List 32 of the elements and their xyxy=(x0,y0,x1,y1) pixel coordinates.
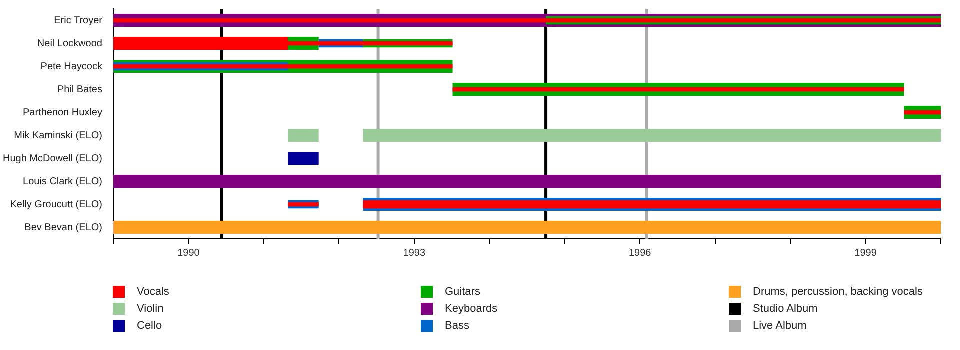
bar xyxy=(363,129,941,142)
legend-label: Drums, percussion, backing vocals xyxy=(753,286,923,298)
y-tick-label: Louis Clark (ELO) xyxy=(23,176,102,188)
legend-label: Guitars xyxy=(445,286,480,298)
y-tick-label: Pete Haycock xyxy=(40,61,104,72)
legend-label: Cello xyxy=(137,320,162,332)
x-tick-label: 1999 xyxy=(854,248,878,259)
bar xyxy=(113,221,941,234)
legend-label: Keyboards xyxy=(445,302,498,314)
y-tick-label: Neil Lockwood xyxy=(37,38,102,50)
bar xyxy=(288,129,319,142)
legend-label: Bass xyxy=(445,320,470,332)
legend-label: Violin xyxy=(137,302,164,314)
bar xyxy=(452,87,904,92)
y-tick-label: Kelly Groucutt (ELO) xyxy=(10,199,102,210)
y-tick-label: Bev Bevan (ELO) xyxy=(24,222,102,234)
y-tick-label: Eric Troyer xyxy=(54,15,104,26)
legend-label: Live Album xyxy=(753,320,807,332)
x-tick-label: 1993 xyxy=(403,248,426,259)
bar xyxy=(113,18,941,23)
bar xyxy=(904,110,941,115)
y-tick-label: Phil Bates xyxy=(57,84,102,96)
x-tick-label: 1990 xyxy=(178,248,200,259)
bar xyxy=(113,64,453,69)
y-tick-label: Parthenon Huxley xyxy=(22,107,102,118)
legend-label: Vocals xyxy=(137,286,170,298)
y-tick-label: Mik Kaminski (ELO) xyxy=(14,130,102,142)
bar xyxy=(113,175,941,188)
x-tick-label: 1996 xyxy=(628,248,652,259)
legend-label: Studio Album xyxy=(753,302,818,314)
y-tick-label: Hugh McDowell (ELO) xyxy=(2,153,102,164)
bar xyxy=(288,152,319,165)
